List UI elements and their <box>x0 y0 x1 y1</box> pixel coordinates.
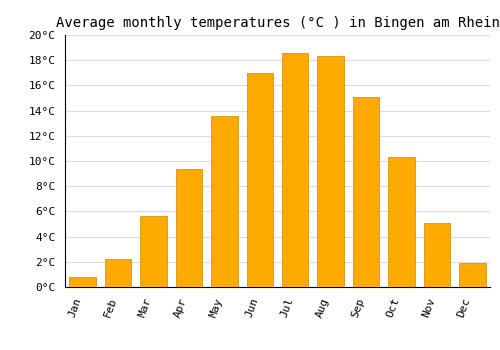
Bar <box>105 259 132 287</box>
Bar <box>459 263 485 287</box>
Bar <box>388 157 414 287</box>
Bar <box>282 52 308 287</box>
Bar <box>424 223 450 287</box>
Bar <box>318 56 344 287</box>
Bar <box>211 116 238 287</box>
Bar <box>70 277 96 287</box>
Bar <box>176 169 202 287</box>
Bar <box>140 216 167 287</box>
Title: Average monthly temperatures (°C ) in Bingen am Rhein: Average monthly temperatures (°C ) in Bi… <box>56 16 500 30</box>
Bar <box>246 73 273 287</box>
Bar <box>353 97 380 287</box>
